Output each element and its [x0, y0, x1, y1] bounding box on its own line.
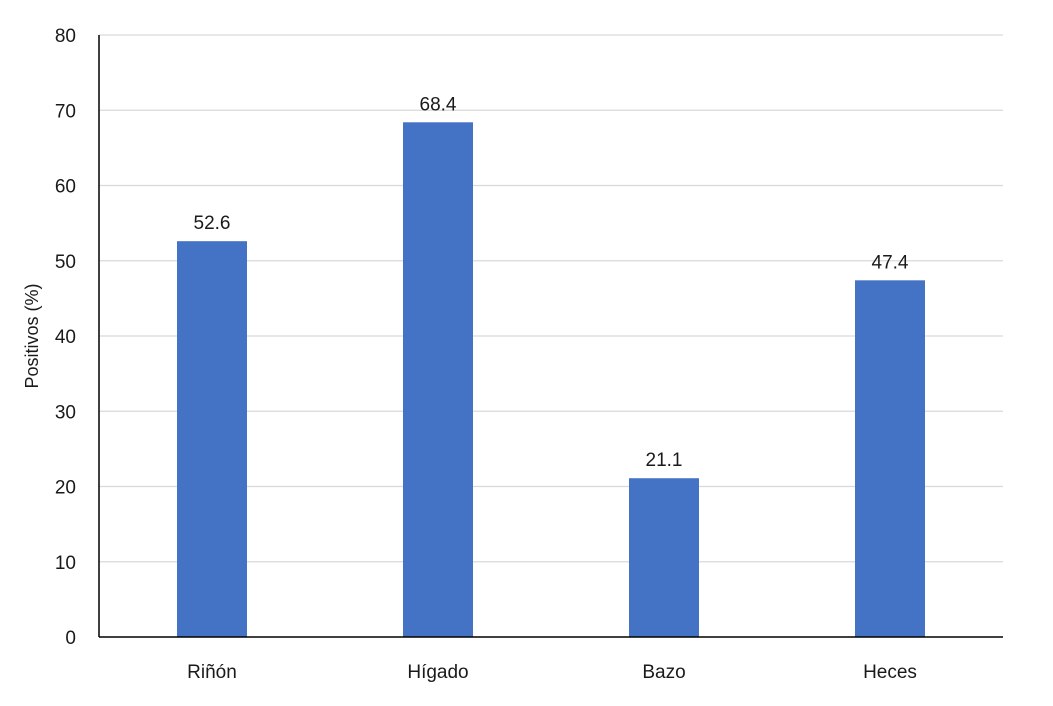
y-tick-label: 70 [55, 101, 76, 122]
y-tick-label: 30 [55, 402, 76, 423]
x-tick-label: Riñón [187, 662, 237, 683]
x-tick-label: Hígado [407, 662, 468, 683]
bar [855, 280, 925, 637]
y-tick-label: 10 [55, 553, 76, 574]
y-axis-title: Positivos (%) [22, 283, 42, 388]
y-tick-labels: 0 10 20 30 40 50 60 70 80 [55, 26, 76, 649]
y-tick-label: 20 [55, 478, 76, 499]
data-label: 52.6 [194, 213, 231, 234]
y-tick-label: 50 [55, 252, 76, 273]
x-tick-label: Heces [863, 662, 917, 683]
data-label: 21.1 [646, 450, 683, 471]
data-label: 47.4 [872, 252, 909, 273]
bars [177, 122, 925, 638]
data-label: 68.4 [420, 94, 457, 115]
y-tick-label: 60 [55, 177, 76, 198]
data-labels: 52.6 68.4 21.1 47.4 [194, 94, 909, 471]
gridlines [99, 34, 1003, 563]
y-tick-label: 80 [55, 26, 76, 47]
bar [629, 478, 699, 637]
bar [403, 122, 473, 638]
y-tick-label: 0 [65, 628, 76, 649]
bar [177, 241, 247, 637]
axes [98, 35, 1003, 638]
x-tick-label: Bazo [642, 662, 685, 683]
x-tick-labels: Riñón Hígado Bazo Heces [187, 662, 917, 683]
y-tick-label: 40 [55, 327, 76, 348]
